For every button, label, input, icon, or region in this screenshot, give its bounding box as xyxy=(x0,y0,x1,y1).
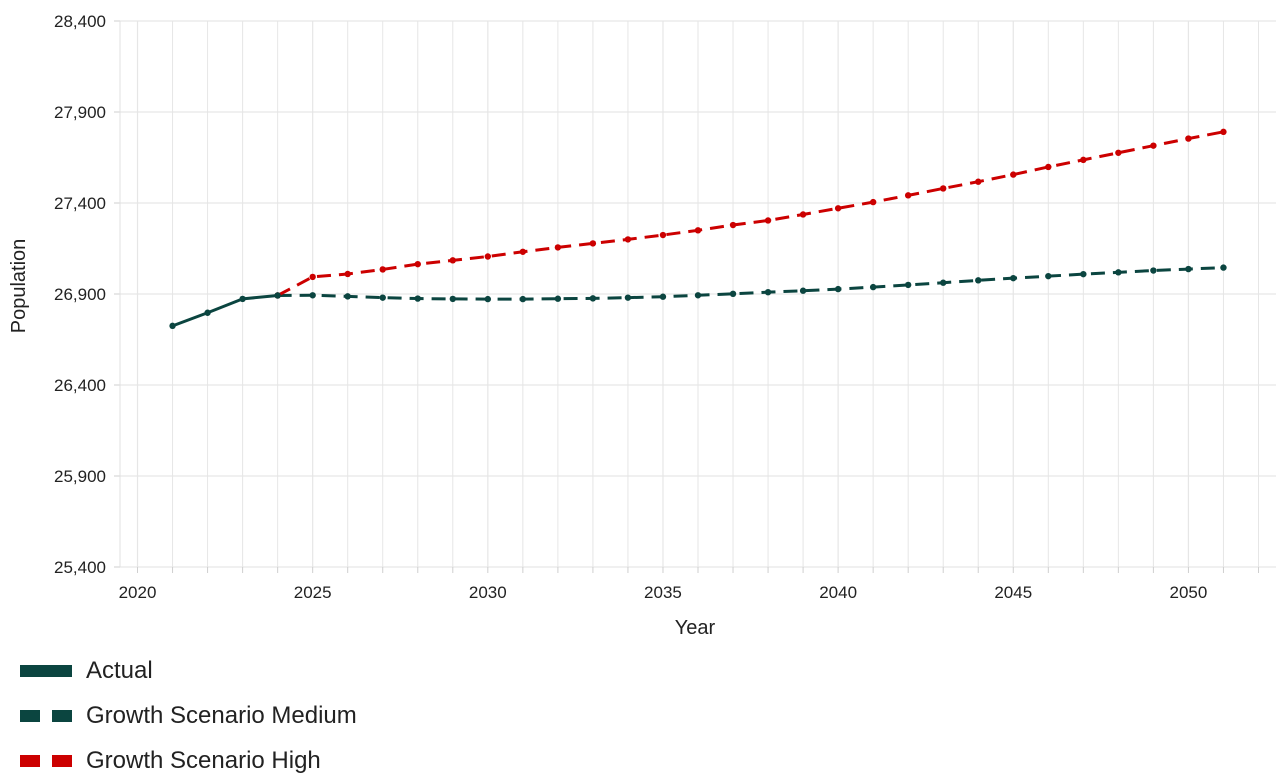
data-point-growth-scenario-high[interactable] xyxy=(589,240,597,247)
data-point-growth-scenario-medium[interactable] xyxy=(1010,274,1017,282)
legend-item-actual[interactable]: Actual xyxy=(20,648,357,693)
data-point-growth-scenario-high[interactable] xyxy=(344,270,351,278)
data-point-growth-scenario-high[interactable] xyxy=(904,192,912,199)
data-point-growth-scenario-high[interactable] xyxy=(1150,142,1157,149)
x-tick-label: 2050 xyxy=(1170,583,1208,602)
series-line-growth-scenario-medium xyxy=(277,266,1224,301)
data-point-growth-scenario-medium[interactable] xyxy=(449,295,456,303)
data-point-growth-scenario-high[interactable] xyxy=(799,211,807,218)
x-tick-label: 2040 xyxy=(819,583,857,602)
y-tick-label: 27,900 xyxy=(54,103,106,122)
data-point-growth-scenario-medium[interactable] xyxy=(764,288,772,296)
series-line-growth-scenario-high xyxy=(276,130,1224,297)
data-point-growth-scenario-high[interactable] xyxy=(554,244,562,251)
data-point-growth-scenario-medium[interactable] xyxy=(869,283,877,291)
data-point-growth-scenario-medium[interactable] xyxy=(519,295,527,303)
legend-swatch-growth-high xyxy=(20,754,72,767)
data-point-growth-scenario-medium[interactable] xyxy=(379,294,386,301)
legend-swatch-actual xyxy=(20,664,72,677)
data-point-growth-scenario-high[interactable] xyxy=(940,185,947,192)
y-axis-title: Population xyxy=(8,239,30,334)
data-point-growth-scenario-high[interactable] xyxy=(834,205,842,212)
data-point-growth-scenario-high[interactable] xyxy=(1045,163,1052,171)
data-point-growth-scenario-high[interactable] xyxy=(519,248,527,255)
x-tick-label: 2025 xyxy=(294,583,332,602)
data-point-growth-scenario-medium[interactable] xyxy=(344,293,351,300)
data-point-growth-scenario-high[interactable] xyxy=(1220,128,1227,136)
data-point-growth-scenario-medium[interactable] xyxy=(975,277,982,284)
legend-label-actual: Actual xyxy=(86,656,153,684)
data-point-growth-scenario-high[interactable] xyxy=(414,260,421,268)
data-point-growth-scenario-medium[interactable] xyxy=(659,293,667,300)
y-tick-label: 25,400 xyxy=(54,558,106,577)
y-tick-label: 28,400 xyxy=(54,12,106,31)
data-point-growth-scenario-high[interactable] xyxy=(309,273,316,281)
legend-label-growth-high: Growth Scenario High xyxy=(86,746,321,774)
data-point-growth-scenario-high[interactable] xyxy=(1115,149,1122,156)
data-point-growth-scenario-medium[interactable] xyxy=(799,287,807,294)
data-point-growth-scenario-medium[interactable] xyxy=(1220,264,1227,271)
data-point-actual[interactable] xyxy=(239,295,246,303)
data-point-actual[interactable] xyxy=(169,322,176,330)
data-point-growth-scenario-high[interactable] xyxy=(449,257,456,264)
data-point-growth-scenario-medium[interactable] xyxy=(624,294,632,301)
legend-item-growth-high[interactable]: Growth Scenario High xyxy=(20,738,357,783)
line-chart: 25,400 25,900 26,400 26,900 27,400 27,900 28,4… xyxy=(8,12,1276,639)
x-tick-label: 2030 xyxy=(469,583,507,602)
data-point-growth-scenario-medium[interactable] xyxy=(1150,267,1157,274)
y-tick-label: 25,900 xyxy=(54,467,106,486)
legend-label-growth-medium: Growth Scenario Medium xyxy=(86,701,357,729)
x-axis-title: Year xyxy=(675,617,716,639)
gridlines xyxy=(120,20,1276,568)
data-point-growth-scenario-high[interactable] xyxy=(1185,135,1192,142)
y-tick-label: 27,400 xyxy=(54,194,106,213)
data-point-growth-scenario-high[interactable] xyxy=(869,198,877,206)
data-point-growth-scenario-high[interactable] xyxy=(764,217,772,224)
data-point-growth-scenario-medium[interactable] xyxy=(414,295,421,302)
data-point-actual[interactable] xyxy=(204,309,211,316)
data-point-growth-scenario-high[interactable] xyxy=(379,266,386,273)
y-tick-label: 26,400 xyxy=(54,376,106,395)
series-lines xyxy=(169,128,1227,330)
data-point-growth-scenario-high[interactable] xyxy=(1080,156,1087,164)
legend: Actual Growth Scenario Medium Growth Sce… xyxy=(20,648,357,783)
data-point-growth-scenario-medium[interactable] xyxy=(694,292,702,299)
data-point-growth-scenario-medium[interactable] xyxy=(484,295,492,303)
data-point-growth-scenario-high[interactable] xyxy=(975,178,982,185)
data-point-growth-scenario-medium[interactable] xyxy=(1115,269,1122,276)
data-point-growth-scenario-medium[interactable] xyxy=(309,292,316,299)
x-tick-label: 2020 xyxy=(119,583,157,602)
axes: 25,400 25,900 26,400 26,900 27,400 27,900 28,4… xyxy=(54,12,1259,602)
legend-swatch-growth-medium xyxy=(20,709,72,722)
data-point-growth-scenario-medium[interactable] xyxy=(940,279,947,286)
data-point-growth-scenario-high[interactable] xyxy=(729,221,737,229)
data-point-growth-scenario-medium[interactable] xyxy=(1185,265,1192,273)
data-point-growth-scenario-medium[interactable] xyxy=(904,281,912,289)
data-point-growth-scenario-high[interactable] xyxy=(659,231,667,239)
x-tick-label: 2045 xyxy=(994,583,1032,602)
data-point-growth-scenario-high[interactable] xyxy=(484,253,492,260)
data-point-growth-scenario-medium[interactable] xyxy=(1045,272,1052,280)
x-tick-label: 2035 xyxy=(644,583,682,602)
data-point-growth-scenario-medium[interactable] xyxy=(589,295,597,302)
data-point-growth-scenario-medium[interactable] xyxy=(834,285,842,293)
data-point-growth-scenario-medium[interactable] xyxy=(554,295,562,302)
series-line-actual xyxy=(172,293,278,328)
y-tick-label: 26,900 xyxy=(54,285,106,304)
data-point-actual[interactable] xyxy=(274,292,281,299)
data-point-growth-scenario-high[interactable] xyxy=(624,236,632,243)
data-point-growth-scenario-high[interactable] xyxy=(694,227,702,234)
data-point-growth-scenario-medium[interactable] xyxy=(729,290,737,298)
data-point-growth-scenario-high[interactable] xyxy=(1010,171,1017,178)
legend-item-growth-medium[interactable]: Growth Scenario Medium xyxy=(20,693,357,738)
data-point-growth-scenario-medium[interactable] xyxy=(1080,270,1087,278)
